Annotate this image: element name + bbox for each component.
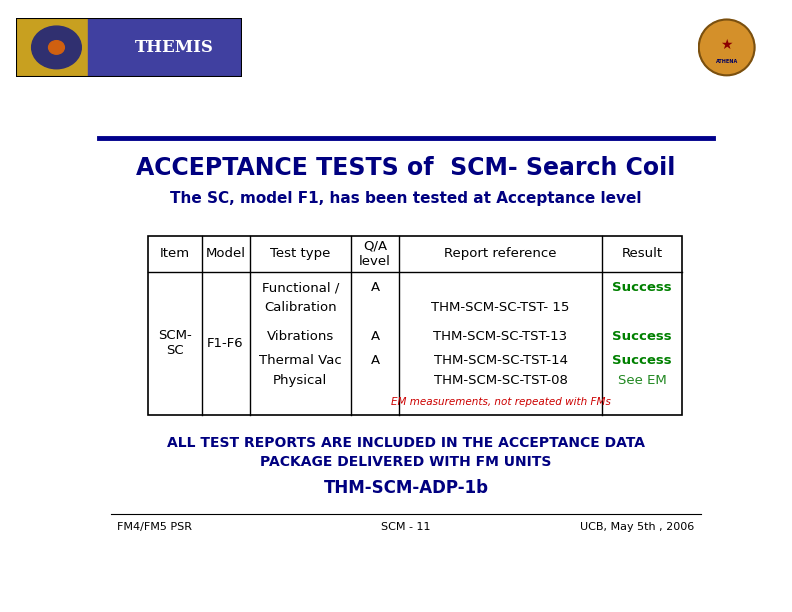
Text: Result: Result <box>622 247 663 261</box>
Text: The SC, model F1, has been tested at Acceptance level: The SC, model F1, has been tested at Acc… <box>170 191 642 206</box>
Text: Test type: Test type <box>270 247 330 261</box>
Text: ATHENA: ATHENA <box>715 59 738 64</box>
Text: F1-F6: F1-F6 <box>208 337 244 350</box>
Text: SCM - 11: SCM - 11 <box>381 522 431 532</box>
Text: A: A <box>371 354 379 367</box>
Text: Physical: Physical <box>273 374 327 387</box>
Text: A: A <box>371 330 379 343</box>
Text: ACCEPTANCE TESTS of  SCM- Search Coil: ACCEPTANCE TESTS of SCM- Search Coil <box>136 155 676 180</box>
Text: Calibration: Calibration <box>264 301 337 314</box>
Circle shape <box>48 40 64 54</box>
Bar <box>148 236 682 415</box>
Bar <box>16 18 88 76</box>
Text: Q/A
level: Q/A level <box>359 240 391 268</box>
Text: Report reference: Report reference <box>444 247 557 261</box>
Bar <box>88 18 242 76</box>
Text: Functional /: Functional / <box>261 281 339 294</box>
Text: Model: Model <box>206 247 246 261</box>
Text: Success: Success <box>612 354 672 367</box>
Text: Vibrations: Vibrations <box>267 330 334 343</box>
Text: THEMIS: THEMIS <box>135 39 213 56</box>
Text: ★: ★ <box>721 37 733 51</box>
Text: Success: Success <box>612 281 672 294</box>
Text: Thermal Vac: Thermal Vac <box>259 354 341 367</box>
Text: EM measurements, not repeated with FMs: EM measurements, not repeated with FMs <box>390 397 611 407</box>
Text: See EM: See EM <box>618 374 666 387</box>
Text: PACKAGE DELIVERED WITH FM UNITS: PACKAGE DELIVERED WITH FM UNITS <box>261 455 551 469</box>
Text: UCB, May 5th , 2006: UCB, May 5th , 2006 <box>580 522 695 532</box>
Text: Success: Success <box>612 330 672 343</box>
Text: THM-SCM-SC-TST- 15: THM-SCM-SC-TST- 15 <box>432 301 569 314</box>
Circle shape <box>699 20 755 75</box>
Text: THM-SCM-SC-TST-14: THM-SCM-SC-TST-14 <box>433 354 568 367</box>
Text: A: A <box>371 281 379 294</box>
Text: THM-SCM-SC-TST-08: THM-SCM-SC-TST-08 <box>433 374 568 387</box>
Text: THM-SCM-ADP-1b: THM-SCM-ADP-1b <box>323 479 489 497</box>
Text: THM-SCM-SC-TST-13: THM-SCM-SC-TST-13 <box>433 330 568 343</box>
Circle shape <box>32 26 82 69</box>
Text: FM4/FM5 PSR: FM4/FM5 PSR <box>117 522 192 532</box>
Text: SCM-
SC: SCM- SC <box>158 329 192 357</box>
Text: Item: Item <box>160 247 190 261</box>
Text: ALL TEST REPORTS ARE INCLUDED IN THE ACCEPTANCE DATA: ALL TEST REPORTS ARE INCLUDED IN THE ACC… <box>167 436 645 450</box>
